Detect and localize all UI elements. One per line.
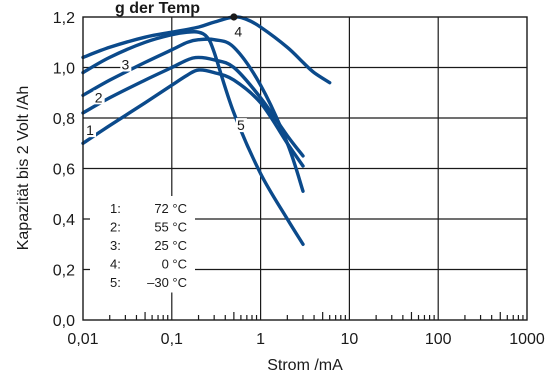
legend-entry-id: 1:: [110, 201, 121, 216]
y-tick-label: 0,6: [53, 162, 75, 179]
series-line-2: [81, 55, 305, 158]
y-axis-label: Kapazität bis 2 Volt /Ah: [15, 86, 32, 251]
curve-label-bg: [93, 90, 105, 105]
legend-background: [90, 196, 195, 293]
series-line-4: [81, 15, 332, 85]
curve-labels: 1 2 3 4 5: [85, 24, 247, 138]
y-tick-label: 0,2: [53, 263, 75, 280]
chart-title-fragment: g der Temp: [115, 0, 200, 17]
curve-label-bg: [85, 123, 97, 138]
series-line-3: [81, 37, 305, 193]
y-tick-label: 0,8: [53, 111, 75, 128]
x-tick-label: 0,01: [67, 331, 98, 348]
series-line-1: [81, 68, 305, 168]
x-tick-label: 1: [256, 331, 265, 348]
y-tick-label: 0,0: [53, 313, 75, 330]
curve-label-bg: [235, 118, 247, 133]
x-tick-label: 100: [425, 331, 452, 348]
legend-entry-value: –30 °C: [147, 275, 187, 290]
curve-label-bg: [120, 57, 132, 72]
curve-label-bg: [233, 24, 245, 39]
y-tick-label: 0,4: [53, 212, 75, 229]
x-tick-label: 0,1: [161, 331, 183, 348]
legend-entry-value: 72 °C: [154, 201, 187, 216]
legend-entry-id: 5:: [110, 275, 121, 290]
curve-label-2: 2: [95, 89, 103, 105]
x-tick-label: 1000: [509, 331, 545, 348]
curve-label-4: 4: [234, 24, 242, 40]
legend-entry-value: 0 °C: [162, 257, 187, 272]
y-tick-label: 1,0: [53, 61, 75, 78]
series-line-5: [81, 29, 305, 246]
y-tick-label: 1,2: [53, 10, 75, 27]
legend-entry-value: 25 °C: [154, 238, 187, 253]
curve-label-1: 1: [86, 122, 94, 138]
legend-entry-id: 4:: [110, 257, 121, 272]
x-tick-label: 10: [341, 331, 359, 348]
curve-label-5: 5: [237, 117, 245, 133]
curve-label-3: 3: [121, 57, 129, 73]
legend: 1: 72 °C 2: 55 °C 3: 25 °C 4: 0 °C 5: –30 °C: [90, 196, 195, 293]
legend-entry-value: 55 °C: [154, 220, 187, 235]
tick-labels: 0,01 0,1 1 10 100 1000 0,0 0,2 0,4 0,6 0,8 1,0 1,2: [53, 10, 545, 348]
legend-entry-id: 3:: [110, 238, 121, 253]
legend-entry-id: 2:: [110, 220, 121, 235]
x-axis-label: Strom /mA: [267, 357, 343, 374]
plot-frame: [82, 16, 528, 321]
